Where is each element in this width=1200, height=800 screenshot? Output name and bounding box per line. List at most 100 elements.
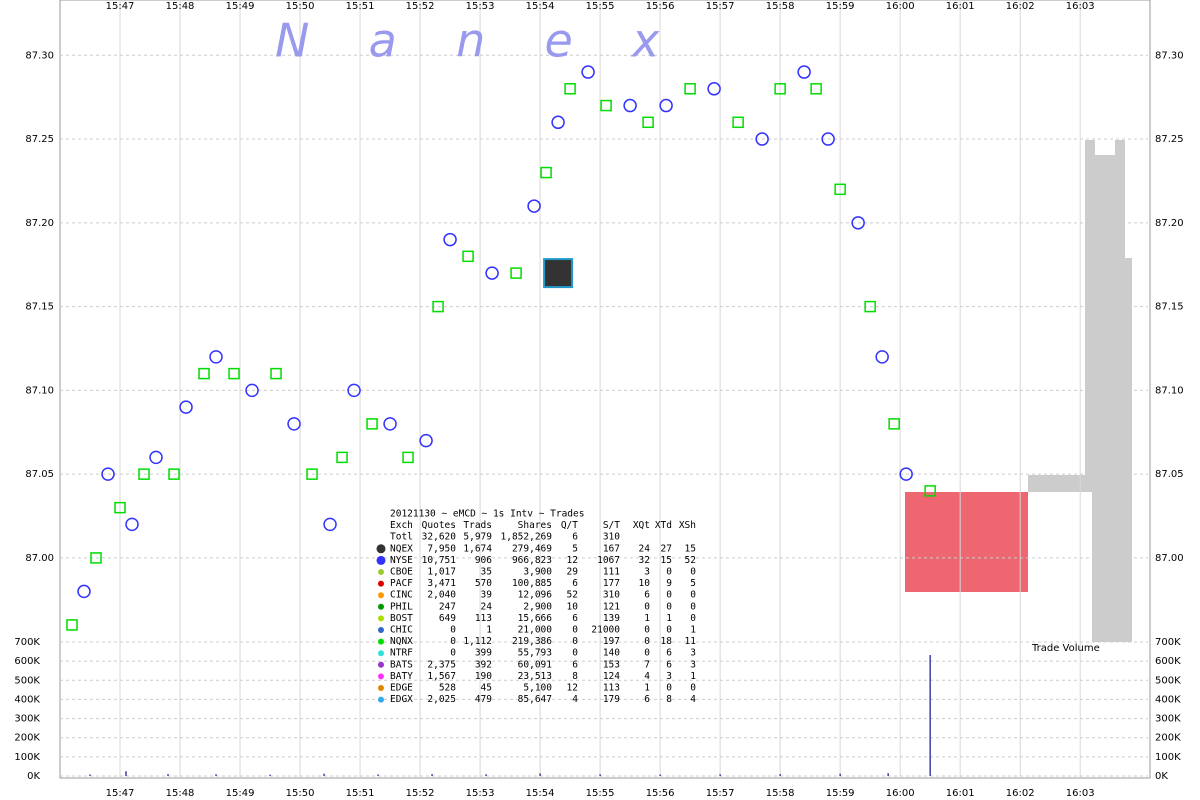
- legend-cell: 139: [603, 613, 620, 624]
- trade-marker: [209, 350, 223, 364]
- legend-column: XSh: [679, 520, 696, 531]
- legend-cell: 219,386: [512, 636, 552, 647]
- trade-marker: [899, 467, 913, 481]
- trade-marker: [864, 300, 876, 313]
- legend-cell: 32,620: [422, 532, 457, 543]
- legend-cell: 6: [666, 659, 672, 670]
- legend-cell: 18: [661, 636, 673, 647]
- legend-cell: 6: [572, 659, 578, 670]
- legend-cell: 5,100: [523, 683, 552, 694]
- legend-cell: 153: [603, 659, 620, 670]
- legend-cell: 55,793: [518, 648, 552, 659]
- legend-marker: [376, 544, 386, 554]
- legend-cell: 52: [685, 555, 696, 566]
- trade-marker: [306, 468, 318, 480]
- legend-cell: NTRF: [390, 648, 413, 659]
- legend-cell: BATY: [390, 671, 413, 682]
- legend-cell: 3: [690, 648, 696, 659]
- trade-marker: [402, 451, 414, 464]
- volume-tick-label: 600K: [1155, 656, 1181, 667]
- legend-cell: 113: [603, 683, 620, 694]
- x-tick-label: 15:58: [766, 788, 795, 799]
- legend-column: Q/T: [561, 520, 578, 531]
- legend-cell: 3: [644, 567, 650, 578]
- legend-cell: PACF: [390, 578, 413, 589]
- legend-marker: [378, 696, 384, 703]
- x-tick-label: 16:03: [1066, 1, 1095, 12]
- volume-tick-label: 700K: [1155, 637, 1181, 648]
- trade-marker: [336, 451, 348, 464]
- legend-cell: 24: [639, 543, 651, 554]
- trade-marker: [245, 383, 259, 398]
- x-tick-label: 15:59: [826, 788, 855, 799]
- spread-area: [905, 492, 1028, 592]
- grid: 15:47 15:47 15:48 15:48 15:49 15:49 15:50 15:50…: [14, 0, 1184, 799]
- trade-marker: [287, 417, 301, 431]
- legend-cell: 0: [450, 636, 456, 647]
- legend-cell: 0: [644, 648, 650, 659]
- volume-tick-label: 100K: [14, 752, 40, 763]
- trade-marker: [432, 300, 444, 313]
- legend-cell: 100,885: [512, 578, 552, 589]
- legend-cell: 11: [685, 636, 697, 647]
- legend-cell: 0: [644, 636, 650, 647]
- legend-marker: [378, 569, 384, 575]
- trade-marker: [366, 418, 378, 430]
- volume-bar: [839, 773, 841, 776]
- trade-marker: [138, 468, 150, 480]
- trade-marker: [485, 266, 499, 280]
- legend-cell: 177: [603, 578, 620, 589]
- legend-cell: 0: [572, 625, 578, 636]
- trade-marker: [797, 65, 811, 79]
- trade-marker: [198, 367, 210, 380]
- legend-cell: 0: [644, 601, 650, 612]
- trade-marker: [125, 517, 139, 532]
- legend-cell: 1: [690, 625, 696, 636]
- volume-tick-label: 100K: [1155, 752, 1181, 763]
- x-tick-label: 15:49: [226, 788, 255, 799]
- legend-cell: 1067: [597, 555, 620, 566]
- x-tick-label: 15:48: [166, 1, 195, 12]
- volume-tick-label: 700K: [14, 637, 40, 648]
- legend-cell: 3,471: [427, 578, 456, 589]
- volume-tick-label: 200K: [14, 733, 40, 744]
- legend-cell: 85,647: [518, 694, 552, 705]
- legend-cell: 32: [639, 555, 650, 566]
- legend-cell: 4: [644, 671, 650, 682]
- legend-cell: 124: [603, 671, 620, 682]
- legend-cell: 1,852,269: [501, 532, 553, 543]
- legend-cell: 0: [666, 567, 672, 578]
- legend-cell: Totl: [390, 532, 413, 543]
- legend-cell: 2,040: [427, 590, 456, 601]
- trade-marker: [581, 65, 595, 79]
- trade-marker: [600, 99, 612, 112]
- legend-cell: 399: [475, 648, 492, 659]
- x-tick-label: 15:50: [286, 1, 315, 12]
- volume-bar: [377, 774, 379, 776]
- legend-cell: 1: [486, 625, 492, 636]
- legend-column: Exch: [390, 520, 413, 531]
- legend-cell: 0: [666, 683, 672, 694]
- legend-cell: 528: [439, 683, 456, 694]
- legend-cell: 10: [567, 601, 579, 612]
- legend-cell: 906: [475, 555, 492, 566]
- trade-marker: [168, 468, 180, 480]
- legend-cell: 479: [475, 694, 492, 705]
- legend-cell: 15: [661, 555, 672, 566]
- x-tick-label: 15:56: [646, 1, 675, 12]
- legend-cell: 12: [567, 555, 578, 566]
- legend-cell: 966,823: [512, 555, 552, 566]
- trade-marker: [707, 82, 721, 96]
- trade-marker: [659, 98, 673, 113]
- legend-cell: 1: [666, 613, 672, 624]
- watermark: N a n e x: [275, 14, 669, 68]
- legend-cell: 197: [603, 636, 620, 647]
- volume-bar: [659, 774, 661, 776]
- legend-cell: CBOE: [390, 567, 413, 578]
- legend-cell: 0: [666, 590, 672, 601]
- trade-marker: [623, 98, 637, 113]
- volume-bar: [431, 774, 433, 776]
- legend-cell: 12: [567, 683, 578, 694]
- volume-bar: [887, 773, 889, 776]
- legend-cell: 0: [690, 567, 696, 578]
